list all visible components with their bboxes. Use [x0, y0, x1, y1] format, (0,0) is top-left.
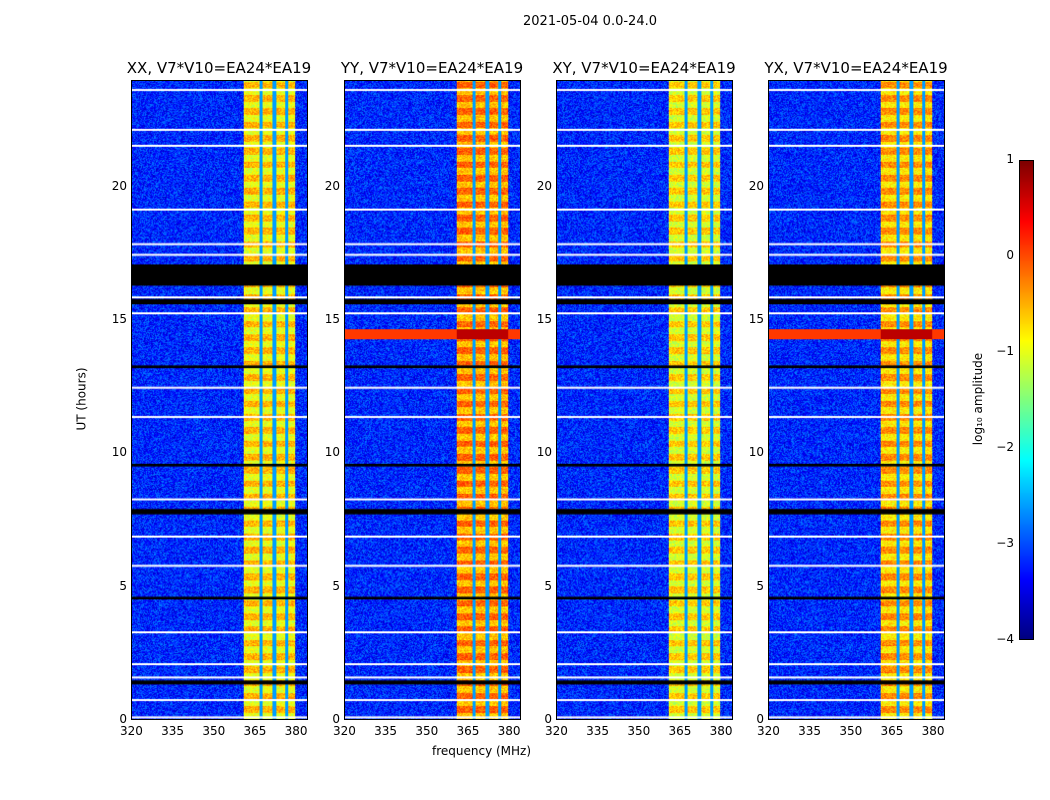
x-tick-label: 380 — [709, 724, 733, 738]
y-axis-label: UT (hours) — [74, 367, 89, 431]
colorbar-tick-label: −4 — [996, 632, 1014, 646]
colorbar-tick-label: −1 — [996, 344, 1014, 358]
colorbar — [1019, 160, 1034, 640]
x-tick-label: 365 — [668, 724, 692, 738]
panel-title: YX, V7*V10=EA24*EA19 — [764, 59, 948, 77]
y-tick-label: 5 — [756, 578, 764, 593]
y-tick-label: 20 — [111, 178, 127, 193]
spectrogram-panel — [556, 80, 733, 720]
x-tick-label: 380 — [497, 724, 521, 738]
y-tick-label: 15 — [111, 312, 127, 326]
y-tick-label: 0 — [756, 712, 764, 726]
colorbar-label: log₁₀ amplitude — [971, 352, 986, 446]
y-tick-label: 15 — [536, 312, 552, 326]
x-tick-label: 350 — [202, 724, 226, 738]
colorbar-tick-label: −2 — [996, 440, 1014, 454]
y-tick-label: 10 — [536, 445, 552, 460]
colorbar-tick-label: 0 — [1006, 248, 1014, 262]
y-tick-label: 5 — [544, 578, 552, 593]
x-tick-label: 365 — [243, 724, 267, 738]
x-tick-label: 350 — [839, 724, 863, 738]
y-tick-label: 15 — [324, 312, 340, 326]
x-tick-label: 365 — [456, 724, 480, 738]
y-tick-label: 0 — [544, 712, 552, 726]
y-tick-label: 20 — [324, 178, 340, 193]
x-tick-label: 335 — [161, 724, 185, 738]
x-tick-label: 335 — [586, 724, 610, 738]
x-tick-label: 320 — [333, 724, 356, 738]
y-tick-label: 0 — [332, 712, 340, 726]
panel-title: YY, V7*V10=EA24*EA19 — [340, 59, 524, 77]
spectrogram-panel — [768, 80, 945, 720]
y-tick-label: 10 — [324, 445, 340, 460]
colorbar-tick-label: 1 — [1006, 152, 1014, 166]
y-tick-label: 10 — [748, 445, 764, 460]
y-tick-label: 0 — [119, 712, 127, 726]
y-tick-label: 15 — [748, 312, 764, 326]
y-tick-label: 5 — [332, 578, 340, 593]
y-tick-label: 5 — [119, 578, 127, 593]
panel-title: XX, V7*V10=EA24*EA19 — [126, 59, 312, 77]
spectrogram-panel — [344, 80, 521, 720]
colorbar-tick-label: −3 — [996, 536, 1014, 550]
x-tick-label: 365 — [880, 724, 904, 738]
x-tick-label: 320 — [757, 724, 780, 738]
x-tick-label: 350 — [415, 724, 439, 738]
x-axis-label: frequency (MHz) — [432, 744, 532, 758]
x-tick-label: 335 — [798, 724, 822, 738]
panel-title: XY, V7*V10=EA24*EA19 — [552, 59, 736, 77]
x-tick-label: 335 — [374, 724, 398, 738]
x-tick-label: 320 — [120, 724, 143, 738]
y-tick-label: 10 — [111, 445, 127, 460]
y-tick-label: 20 — [536, 178, 552, 193]
x-tick-label: 380 — [921, 724, 945, 738]
x-tick-label: 350 — [627, 724, 651, 738]
y-tick-label: 20 — [748, 178, 764, 193]
x-tick-label: 320 — [545, 724, 568, 738]
x-tick-label: 380 — [284, 724, 308, 738]
spectrogram-panel — [131, 80, 308, 720]
figure-title: 2021-05-04 0.0-24.0 — [523, 14, 657, 29]
